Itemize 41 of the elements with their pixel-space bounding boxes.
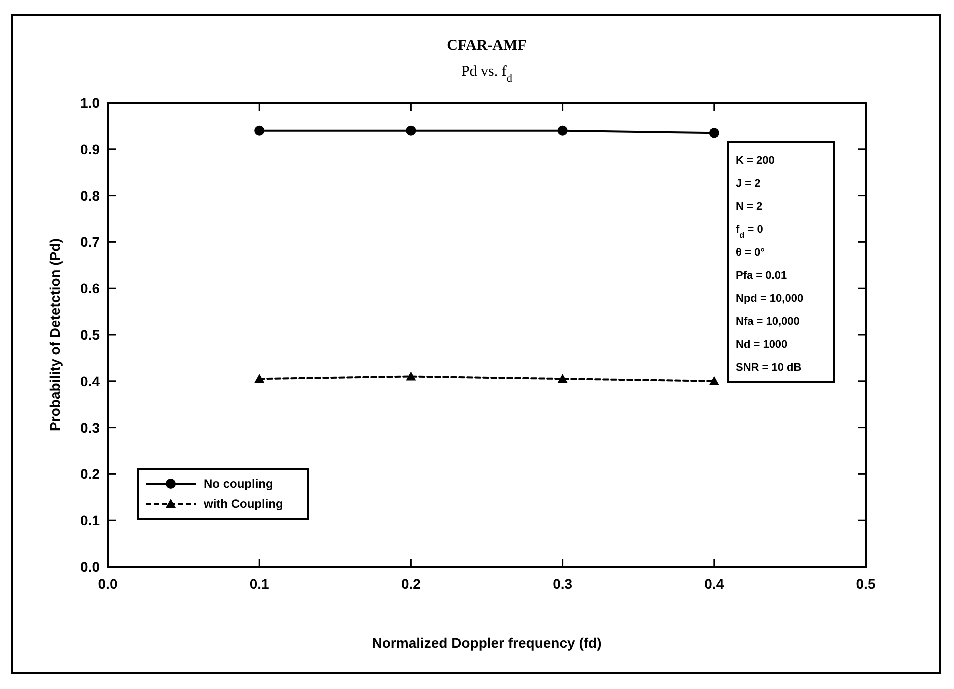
y-tick-label: 0.6 [80, 280, 100, 297]
annotation: J = 2 [736, 178, 761, 190]
y-tick-label: 0.5 [80, 327, 100, 343]
annotation: Npd = 10,000 [736, 293, 804, 305]
x-tick-label: 0.5 [856, 576, 876, 592]
annotation: SNR = 10 dB [736, 362, 802, 374]
point [254, 126, 265, 136]
x-tick-label: 0.2 [401, 576, 422, 592]
y-tick-label: 0.1 [80, 512, 100, 529]
chart-title: CFAR-AMF [447, 38, 527, 54]
annotation: N = 2 [736, 201, 763, 213]
x-tick-label: 0.0 [98, 576, 118, 592]
point [558, 126, 568, 136]
annotation: θ = 0° [736, 247, 765, 259]
y-tick-label: 0.4 [80, 373, 100, 390]
annotation: K = 200 [736, 155, 775, 167]
y-tick-label: 1.0 [80, 95, 100, 111]
x-tick-label: 0.3 [553, 576, 573, 592]
y-tick-label: 0.7 [80, 234, 100, 250]
point [406, 126, 416, 136]
y-axis-title: Probability of Detetction (Pd) [47, 238, 63, 432]
x-axis-title: Normalized Doppler frequency (fd) [372, 635, 602, 651]
point [406, 372, 416, 381]
annotation: f$_{d}$ = 0 [736, 224, 764, 240]
y-tick-label: 0.3 [80, 420, 100, 436]
legend-label: with Coupling [203, 497, 284, 511]
x-tick-label: 0.1 [250, 576, 270, 592]
annotation: Pfa = 0.01 [736, 270, 788, 282]
y-tick-label: 0.0 [80, 559, 100, 575]
y-tick-label: 0.8 [80, 188, 100, 204]
point [254, 374, 265, 384]
x-tick-label: 0.4 [704, 576, 724, 592]
y-tick-label: 0.2 [80, 466, 100, 482]
point [558, 374, 568, 384]
chart-subtitle: Pd vs. f$_{d}$ [461, 64, 513, 85]
point [709, 128, 720, 138]
annotation: Nfa = 10,000 [736, 316, 800, 328]
legend-label: No coupling [204, 477, 274, 491]
point [709, 376, 720, 386]
annotation: Nd = 1000 [736, 339, 788, 351]
y-tick-label: 0.9 [80, 141, 100, 158]
